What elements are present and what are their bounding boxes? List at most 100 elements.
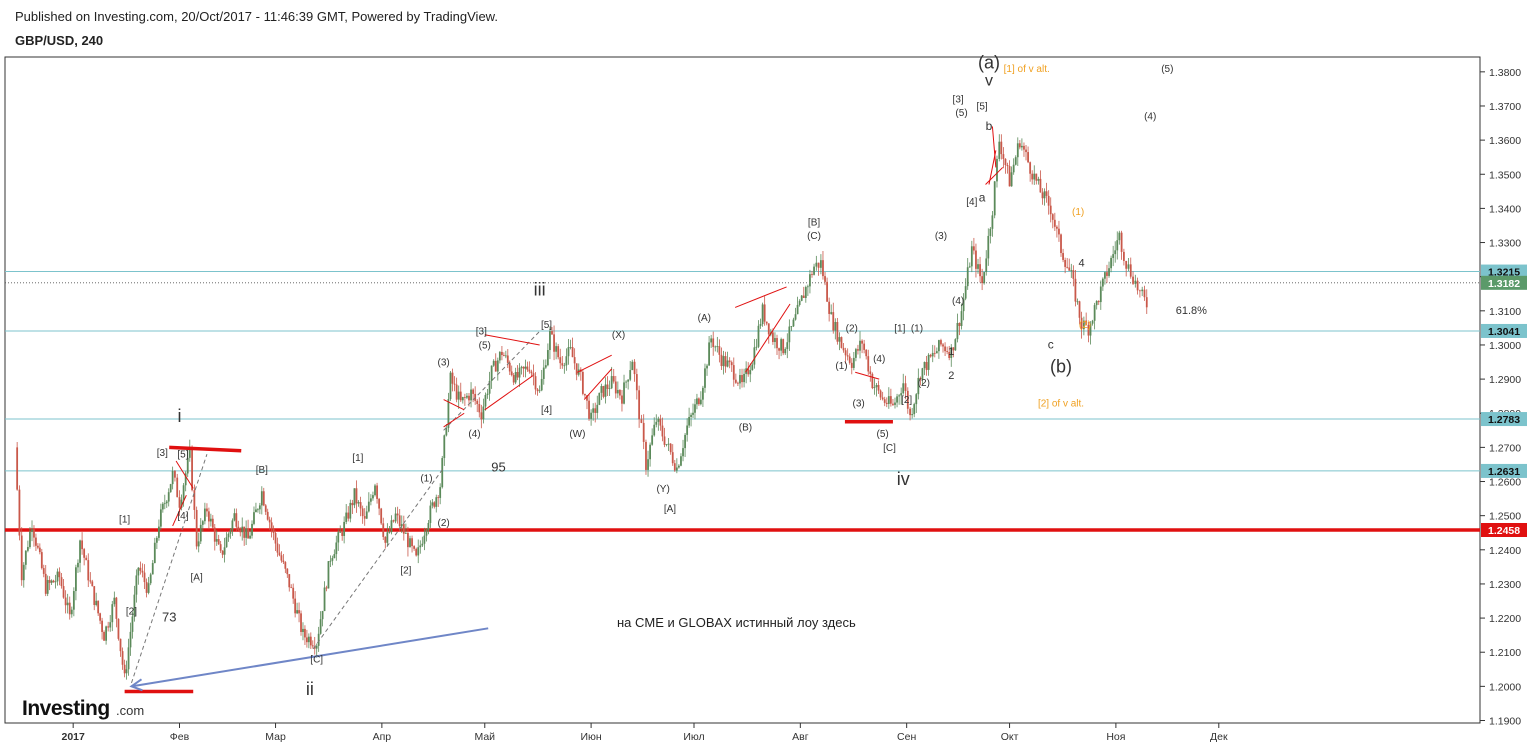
candle-body <box>1000 141 1003 155</box>
candle-body <box>706 365 708 369</box>
candle-body <box>445 428 448 436</box>
candle-body <box>938 340 940 352</box>
candle-body <box>792 319 795 327</box>
wave-label: (Y) <box>656 484 669 495</box>
candle-body <box>553 334 555 352</box>
candle-body <box>800 295 803 301</box>
candle-body <box>1134 280 1137 284</box>
candle-body <box>1006 165 1009 167</box>
wave-label: 73 <box>162 609 176 624</box>
x-tick-label: Фев <box>170 731 190 743</box>
pattern-line <box>175 460 194 489</box>
candle-body <box>958 322 961 326</box>
candle-body <box>714 346 717 348</box>
candle-body <box>594 408 597 413</box>
candle-body <box>653 424 656 436</box>
candle-body <box>137 567 140 576</box>
candle-body <box>514 372 517 383</box>
candle-body <box>712 338 715 347</box>
candle-body <box>710 338 713 343</box>
candle-body <box>203 508 206 522</box>
candle-body <box>109 622 112 628</box>
candle-body <box>1089 323 1092 336</box>
candle-body <box>869 371 872 374</box>
candle-body <box>832 312 835 331</box>
candle-body <box>948 351 951 358</box>
candle-body <box>879 390 882 398</box>
candle-body <box>946 351 949 352</box>
wave-label: [C] <box>310 654 323 665</box>
candle-body <box>191 447 193 491</box>
alt-wave-label: (1) <box>1072 207 1084 218</box>
candle-body <box>586 395 588 401</box>
candle-body <box>425 530 428 536</box>
candle-body <box>678 465 680 468</box>
candle-body <box>247 528 249 539</box>
candle-body <box>169 484 172 493</box>
candle-body <box>323 587 326 612</box>
candle-body <box>50 580 53 583</box>
alt-wave-label: [2] of v alt. <box>1038 398 1084 409</box>
pattern-line <box>172 494 187 527</box>
candle-body <box>993 181 996 216</box>
candle-body <box>854 349 857 358</box>
candle-body <box>1062 253 1064 260</box>
candle-body <box>1099 286 1102 303</box>
candle-body <box>887 396 890 404</box>
candle-body <box>417 547 420 556</box>
wave-label: ii <box>306 679 314 699</box>
candle-body <box>737 382 739 384</box>
candle-body <box>987 235 990 259</box>
candle-body <box>724 356 727 367</box>
candle-body <box>115 597 118 619</box>
price-axis[interactable]: 1.3800 1.3700 1.3600 1.3500 1.3400 1.3300 1.32… <box>1480 67 1521 728</box>
candle-body <box>258 505 261 510</box>
candle-body <box>1002 154 1005 159</box>
candle-body <box>1143 289 1146 298</box>
candle-body <box>311 645 314 647</box>
candle-body <box>227 533 230 538</box>
wave-label: (5) <box>1161 64 1173 75</box>
candle-body <box>468 395 470 401</box>
candle-body <box>983 272 986 284</box>
candle-body <box>151 563 154 575</box>
wave-label: (4) <box>873 354 885 365</box>
x-tick-label: Июн <box>580 731 601 743</box>
pattern-line <box>484 375 534 411</box>
candle-body <box>351 502 354 506</box>
candle-body <box>518 367 521 378</box>
candle-body <box>211 518 214 528</box>
candle-body <box>848 356 851 363</box>
candle-body <box>331 558 334 561</box>
candle-body <box>873 387 876 389</box>
candle-body <box>512 375 515 383</box>
pattern-line <box>745 303 791 373</box>
x-tick-label: 2017 <box>61 731 85 743</box>
wave-label: [4] <box>177 511 188 522</box>
candle-body <box>1027 152 1029 163</box>
candle-body <box>270 522 273 529</box>
pattern-line <box>985 167 1004 185</box>
candle-body <box>704 368 706 388</box>
candle-body <box>72 591 75 610</box>
candle-body <box>77 562 79 568</box>
candle-body <box>977 264 979 269</box>
candle-body <box>492 360 495 366</box>
candle-body <box>1070 270 1073 271</box>
time-axis[interactable]: 2017 Фев Мар Апр Май Июн Июл Авг Сен Окт Ноя Дек <box>61 723 1228 743</box>
candle-body <box>506 355 509 363</box>
candle-body <box>642 422 645 442</box>
y-tick-label: 1.3400 <box>1489 203 1521 215</box>
candle-body <box>559 357 562 364</box>
candle-body <box>1145 297 1148 308</box>
candle-body <box>1051 214 1054 220</box>
wave-label: a <box>979 191 986 205</box>
candle-body <box>722 356 725 367</box>
candle-body <box>409 538 411 548</box>
candle-body <box>981 276 984 284</box>
candle-body <box>229 530 232 534</box>
candle-body <box>208 511 210 522</box>
candle-body <box>292 587 295 599</box>
wave-label: 95 <box>491 459 505 474</box>
